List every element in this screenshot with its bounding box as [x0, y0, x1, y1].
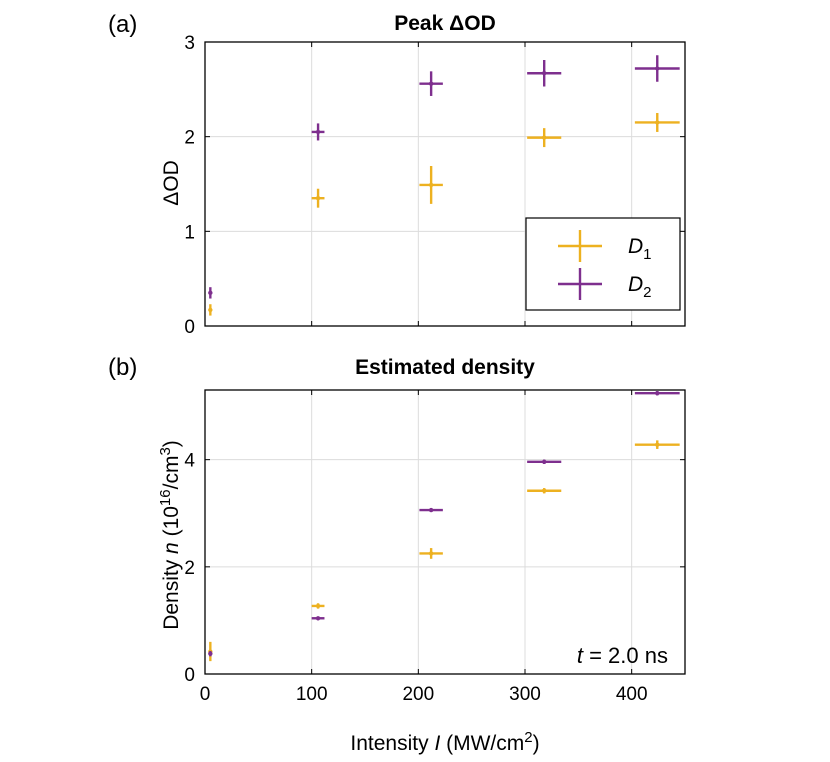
point-marker — [315, 603, 321, 609]
data-point-d1 — [419, 548, 443, 559]
point-marker — [315, 616, 321, 621]
panel-b-label: (b) — [108, 354, 137, 381]
point-marker — [542, 488, 547, 493]
data-point-d2 — [527, 459, 562, 465]
data-point-d2 — [527, 59, 562, 87]
data-point-d2 — [419, 71, 443, 96]
axes-box — [204, 389, 686, 675]
panel-a-plot: 0 1 2 3 — [184, 33, 686, 338]
data-point-d2 — [634, 391, 680, 396]
point-marker — [542, 459, 547, 465]
data-point-d2 — [634, 55, 680, 82]
y-tick-label: 0 — [184, 665, 195, 686]
x-tick-label: 100 — [296, 684, 328, 705]
x-tick-label: 400 — [616, 684, 648, 705]
legend-marker-d2 — [558, 268, 602, 300]
x-tick-label: 200 — [402, 684, 434, 705]
point-marker — [428, 81, 434, 86]
data-point-d1 — [527, 488, 562, 494]
panel-b-title: Estimated density — [355, 356, 535, 379]
y-tick-label: 0 — [184, 317, 195, 338]
axes-box — [204, 41, 686, 327]
legend-marker-d1 — [558, 230, 602, 262]
legend-box — [525, 217, 681, 311]
legend: D1 D2 — [525, 217, 681, 311]
point-marker — [315, 196, 321, 201]
y-tick-label: 2 — [184, 128, 195, 149]
point-marker — [208, 290, 213, 296]
y-tick-label: 1 — [184, 222, 195, 243]
point-marker — [315, 129, 321, 135]
time-annotation: t = 2.0 ns — [577, 643, 668, 668]
x-tick-label: 300 — [509, 684, 541, 705]
data-point-d2 — [311, 123, 325, 141]
point-marker — [542, 71, 547, 76]
y-tick-label: 3 — [184, 33, 195, 54]
data-point-d1 — [311, 188, 325, 208]
data-point-d1 — [527, 128, 562, 148]
point-marker — [428, 182, 434, 188]
y-tick-label: 2 — [184, 558, 195, 579]
data-point-d2 — [208, 287, 213, 299]
data-point-d2 — [208, 650, 213, 657]
x-axis-label: Intensity I (MW/cm2) — [350, 729, 539, 755]
point-marker — [655, 391, 660, 396]
point-marker — [542, 135, 547, 140]
x-tick-label: 0 — [200, 684, 211, 705]
data-point-d2 — [419, 507, 443, 513]
panel-b-ylabel: Density n (1016/cm3) — [157, 440, 183, 630]
data-point-d1 — [311, 603, 325, 609]
point-marker — [655, 120, 660, 125]
data-point-d1 — [208, 304, 213, 316]
legend-label-d1: D1 — [628, 235, 652, 263]
point-marker — [428, 507, 434, 513]
legend-label-d2: D2 — [628, 273, 652, 301]
point-marker — [208, 651, 213, 656]
panel-a-title: Peak ΔOD — [394, 12, 495, 35]
point-marker — [208, 307, 213, 313]
panel-a-ylabel: ΔOD — [160, 160, 183, 206]
data-point-d1 — [634, 440, 680, 449]
data-point-d2 — [311, 616, 325, 621]
point-marker — [655, 442, 660, 447]
point-marker — [428, 551, 434, 556]
panel-a-label: (a) — [108, 11, 137, 38]
data-point-d1 — [634, 113, 680, 132]
panel-b-plot: 0 100 200 300 400 0 2 4 — [184, 389, 686, 705]
point-marker — [655, 66, 660, 71]
y-tick-label: 4 — [184, 451, 195, 472]
data-point-d1 — [419, 166, 443, 204]
